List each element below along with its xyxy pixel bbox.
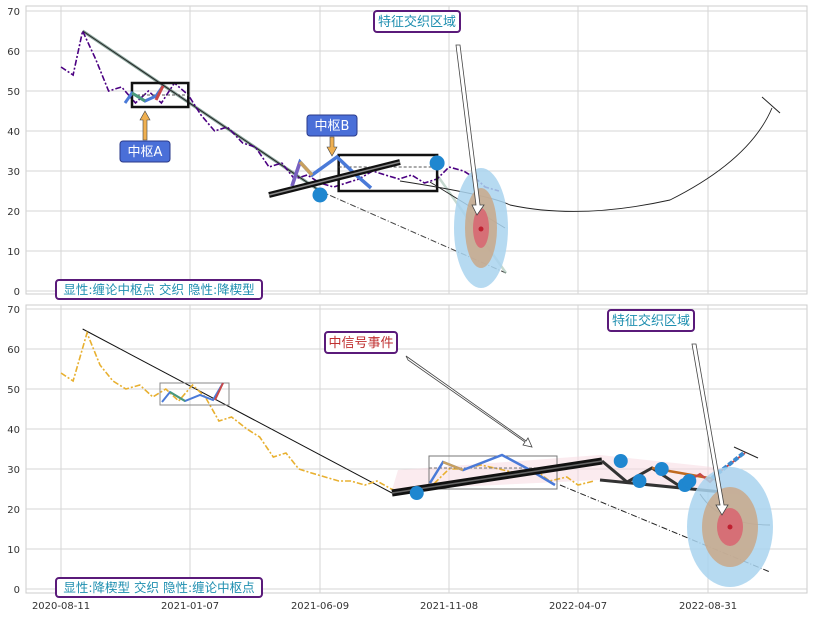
bottom-wedge-upper: [82, 328, 393, 494]
hub-a-annotation: 中枢A: [119, 140, 171, 163]
bottom-hub-b-segment-tan: [442, 460, 464, 472]
x-tick-label: 2021-01-07: [161, 601, 219, 612]
signal-arrow: [405, 355, 533, 448]
top-marks: [60, 28, 781, 288]
bottom-hub-a-box: [159, 382, 230, 406]
y-tick-label: 50: [7, 87, 20, 98]
x-tick-label: 2022-04-07: [549, 601, 607, 612]
top-arc-cap: [761, 96, 781, 114]
bottom-tail-cap: [733, 446, 759, 459]
hub-b-annotation: 中枢B: [306, 114, 358, 137]
bottom-hub-a-segment: [169, 391, 186, 402]
y-tick-label: 0: [14, 287, 20, 298]
y-tick-label: 70: [7, 7, 20, 18]
y-tick-label: 10: [7, 247, 20, 258]
bottom-price-line: [60, 330, 595, 494]
hub-b-segment-purple: [290, 161, 302, 187]
y-tick-label: 20: [7, 207, 20, 218]
top-zone-center: [478, 226, 484, 232]
top-key-point: [312, 187, 328, 203]
x-tick-label: 2022-08-31: [679, 601, 737, 612]
bottom-hub-a-zigzag: [161, 382, 224, 403]
y-tick-label: 70: [7, 305, 20, 316]
bottom-key-point: [654, 462, 669, 476]
x-tick-label: 2020-08-11: [32, 601, 90, 612]
top-trend-bar-inner: [268, 161, 401, 196]
hub-b-arrow: [326, 136, 338, 157]
bottom-legend-box: 显性:降楔型 交织 隐性:缠论中枢点: [55, 577, 263, 598]
top-key-point: [429, 155, 445, 171]
y-tick-label: 60: [7, 47, 20, 58]
top-legend-box: 显性:缠论中枢点 交织 隐性:降楔型: [55, 279, 263, 300]
x-tick-label: 2021-06-09: [291, 601, 349, 612]
bottom-key-point: [632, 474, 647, 488]
y-tick-label: 0: [14, 585, 20, 596]
x-tick-labels: 2020-08-11 2021-01-07 2021-06-09 2021-11-08…: [32, 601, 737, 612]
bottom-zone-arrow: [691, 343, 729, 516]
hub-a-segment-red: [154, 85, 165, 101]
top-y-ticks: 0 10 20 30 40 50 60 70: [7, 7, 20, 298]
bottom-zone-label: 特征交织区域: [612, 313, 690, 329]
wedge-upper-thin: [82, 30, 321, 192]
top-annotations: [139, 44, 485, 216]
top-zone-label: 特征交织区域: [378, 14, 456, 30]
bottom-annotations: [405, 343, 729, 516]
hub-b-label: 中枢B: [315, 119, 350, 134]
y-tick-label: 40: [7, 127, 20, 138]
bottom-key-point: [682, 474, 697, 488]
top-zone-annotation: 特征交织区域: [373, 10, 461, 33]
y-tick-label: 60: [7, 345, 20, 356]
bottom-key-point: [613, 454, 628, 468]
hub-a-label: 中枢A: [128, 145, 163, 160]
bottom-key-point: [409, 486, 424, 500]
y-tick-label: 30: [7, 167, 20, 178]
x-tick-label: 2021-11-08: [420, 601, 478, 612]
bottom-plot-area: [25, 304, 808, 594]
hub-a-arrow: [139, 110, 151, 141]
top-zone-arrow: [455, 44, 485, 216]
y-tick-label: 10: [7, 545, 20, 556]
bottom-zone-center: [727, 524, 733, 530]
hub-b-box: [337, 153, 439, 193]
bottom-panel: 0 10 20 30 40 50 60 70: [7, 304, 808, 596]
hub-a-segment: [131, 91, 146, 103]
y-tick-label: 20: [7, 505, 20, 516]
y-tick-label: 30: [7, 465, 20, 476]
bottom-legend-text: 显性:降楔型 交织 隐性:缠论中枢点: [63, 580, 254, 595]
signal-label: 中信号事件: [328, 336, 393, 351]
top-legend-text: 显性:缠论中枢点 交织 隐性:降楔型: [63, 282, 254, 297]
bottom-y-ticks: 0 10 20 30 40 50 60 70: [7, 305, 20, 596]
y-tick-label: 50: [7, 385, 20, 396]
bottom-hub-b-box: [428, 455, 558, 490]
signal-annotation: 中信号事件: [324, 331, 398, 354]
y-tick-label: 40: [7, 425, 20, 436]
bottom-hub-a-segment-red: [214, 382, 224, 401]
bottom-marks: [60, 328, 773, 587]
hub-b-segment-tan: [298, 160, 314, 177]
bottom-zone-annotation: 特征交织区域: [607, 309, 695, 332]
bottom-trend-bar-inner: [391, 460, 603, 494]
